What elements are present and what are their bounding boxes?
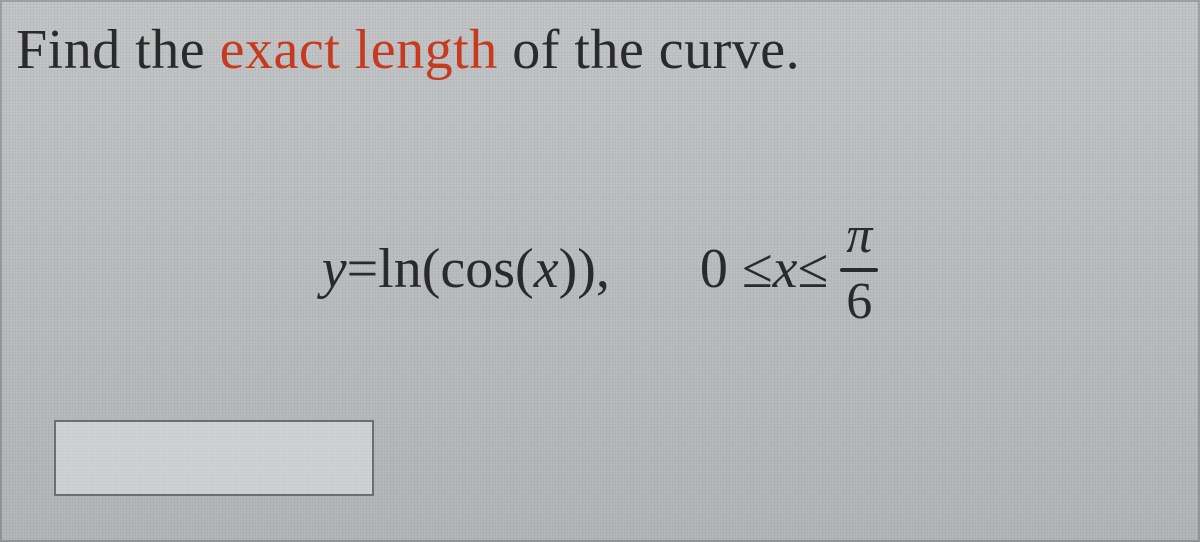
- domain-suffix: ≤: [797, 237, 828, 301]
- eq-open2: (: [515, 237, 534, 301]
- equation-row: y = ln ( cos ( x ) ), 0 ≤ x ≤ π 6: [0, 210, 1200, 328]
- eq-lhs: y: [322, 237, 347, 301]
- eq-ln: ln: [378, 237, 422, 301]
- prompt-highlight: exact length: [220, 19, 498, 81]
- prompt-prefix: Find the: [16, 19, 220, 81]
- prompt-suffix: of the curve.: [498, 19, 800, 81]
- question-prompt: Find the exact length of the curve.: [16, 18, 1180, 82]
- eq-close1: ),: [577, 237, 610, 301]
- domain-fraction: π 6: [840, 210, 878, 328]
- fraction-denominator: 6: [840, 272, 878, 328]
- eq-equals: =: [347, 237, 379, 301]
- eq-cos: cos: [440, 237, 515, 301]
- equation-function: y = ln ( cos ( x ) ),: [322, 237, 610, 301]
- domain-var: x: [773, 237, 798, 301]
- eq-open1: (: [422, 237, 441, 301]
- eq-x: x: [534, 237, 559, 301]
- equation-domain: 0 ≤ x ≤ π 6: [700, 210, 878, 328]
- answer-input[interactable]: [54, 420, 374, 496]
- fraction-numerator: π: [840, 210, 878, 268]
- eq-close2: ): [559, 237, 578, 301]
- domain-prefix: 0 ≤: [700, 237, 773, 301]
